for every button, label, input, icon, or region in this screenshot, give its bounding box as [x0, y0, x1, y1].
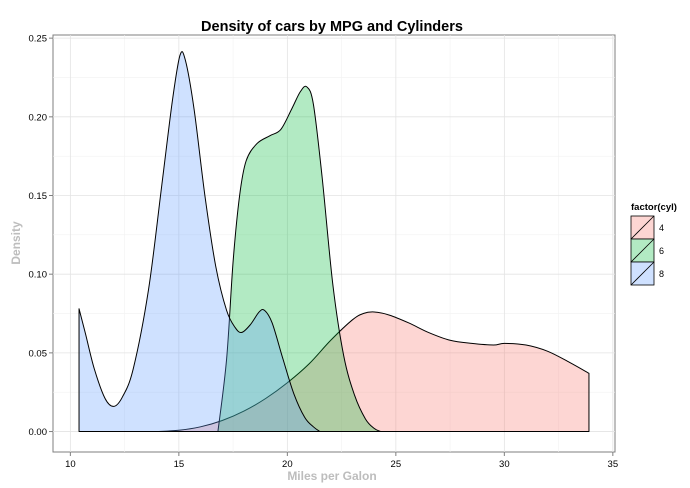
legend-key-diagonal	[630, 215, 655, 240]
y-tick-label: 0.25	[29, 34, 48, 45]
chart-title: Density of cars by MPG and Cylinders	[201, 19, 463, 35]
y-axis-label: Density	[9, 221, 23, 265]
y-tick-label: 0.05	[29, 348, 48, 359]
x-tick-label: 30	[499, 459, 510, 470]
legend-key-diagonal	[630, 238, 655, 263]
legend-key-diagonal	[630, 261, 655, 286]
x-axis-ticks: 10 15 20 25 30 35	[65, 452, 618, 470]
density-areas	[78, 51, 590, 433]
y-tick-label: 0.15	[29, 191, 48, 202]
x-tick-label: 25	[391, 459, 402, 470]
y-tick-label: 0.00	[29, 427, 48, 438]
density-area-cyl-6	[217, 85, 382, 433]
y-tick-label: 0.20	[29, 112, 48, 123]
x-tick-label: 10	[65, 459, 76, 470]
x-tick-label: 35	[608, 459, 619, 470]
x-tick-label: 15	[174, 459, 185, 470]
legend-label: 6	[659, 246, 664, 256]
x-tick-label: 20	[282, 459, 293, 470]
legend-title: factor(cyl)	[631, 202, 677, 213]
legend-label: 4	[659, 223, 664, 233]
y-axis-ticks: 0.00 0.05 0.10 0.15 0.20 0.25	[29, 34, 53, 438]
grid-lines	[53, 35, 615, 452]
density-area-cyl-8	[78, 51, 321, 433]
y-tick-label: 0.10	[29, 270, 48, 281]
x-axis-label: Miles per Galon	[287, 469, 376, 483]
density-area-cyl-4	[156, 311, 590, 433]
legend-label: 8	[659, 269, 664, 279]
legend: factor(cyl) 4 6 8	[630, 202, 677, 286]
plot-panel	[52, 34, 616, 453]
